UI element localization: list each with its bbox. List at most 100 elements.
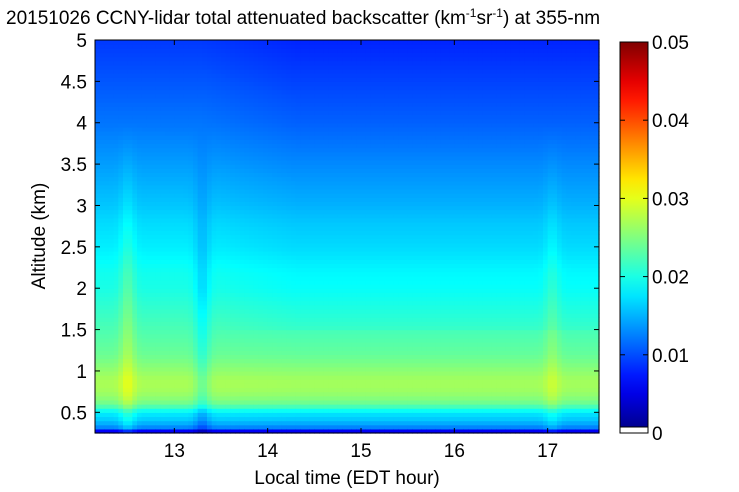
heatmap-cell: [328, 180, 334, 186]
heatmap-cell: [286, 321, 292, 327]
heatmap-cell: [123, 354, 129, 360]
heatmap-cell: [118, 52, 124, 58]
heatmap-cell: [95, 275, 101, 281]
heatmap-cell: [174, 97, 180, 103]
heatmap-cell: [127, 159, 133, 165]
heatmap-cell: [123, 428, 129, 434]
heatmap-cell: [132, 168, 138, 173]
heatmap-cell: [109, 209, 115, 215]
heatmap-cell: [211, 73, 217, 78]
heatmap-cell: [300, 259, 306, 264]
heatmap-cell: [207, 424, 213, 430]
heatmap-cell: [300, 404, 306, 409]
heatmap-cell: [221, 60, 227, 66]
heatmap-cell: [197, 64, 203, 70]
heatmap-cell: [216, 147, 222, 153]
heatmap-cell: [207, 296, 213, 302]
heatmap-cell: [263, 89, 269, 95]
heatmap-cell: [267, 346, 273, 351]
heatmap-cell: [244, 48, 250, 54]
heatmap-cell: [202, 263, 208, 269]
heatmap-cell: [305, 354, 311, 360]
heatmap-cell: [314, 313, 320, 318]
heatmap-cell: [314, 395, 320, 401]
heatmap-cell: [244, 56, 250, 62]
heatmap-cell: [239, 89, 245, 95]
heatmap-cell: [230, 333, 236, 339]
heatmap-cell: [239, 317, 245, 322]
heatmap-cell: [305, 238, 311, 244]
heatmap-cell: [249, 73, 255, 78]
heatmap-cell: [267, 139, 273, 145]
heatmap-cell: [319, 416, 325, 422]
heatmap-cell: [323, 404, 329, 409]
heatmap-cell: [235, 213, 241, 219]
heatmap-cell: [174, 176, 180, 182]
heatmap-cell: [305, 242, 311, 248]
heatmap-cell: [95, 131, 101, 136]
heatmap-cell: [179, 284, 185, 289]
heatmap-cell: [267, 263, 273, 269]
heatmap-cell: [235, 159, 241, 165]
heatmap-cell: [314, 412, 320, 418]
heatmap-cell: [99, 412, 105, 418]
heatmap-cell: [123, 93, 129, 99]
heatmap-cell: [169, 362, 175, 368]
heatmap-cell: [272, 89, 278, 95]
heatmap-cell: [295, 412, 301, 418]
heatmap-cell: [328, 350, 334, 355]
heatmap-cell: [146, 238, 152, 244]
heatmap-cell: [141, 279, 147, 285]
heatmap-cell: [300, 85, 306, 91]
heatmap-cell: [197, 102, 203, 107]
heatmap-cell: [309, 358, 315, 364]
heatmap-cell: [225, 350, 231, 355]
heatmap-cell: [151, 118, 157, 124]
heatmap-cell: [291, 40, 297, 45]
heatmap-cell: [249, 159, 255, 165]
heatmap-cell: [216, 77, 222, 82]
heatmap-cell: [249, 56, 255, 62]
heatmap-cell: [207, 300, 213, 306]
heatmap-cell: [160, 300, 166, 306]
heatmap-cell: [197, 383, 203, 389]
heatmap-cell: [277, 404, 283, 409]
heatmap-cell: [169, 131, 175, 136]
heatmap-cell: [183, 263, 189, 269]
heatmap-cell: [113, 341, 119, 347]
heatmap-cell: [235, 404, 241, 409]
heatmap-cell: [104, 275, 110, 281]
heatmap-cell: [249, 271, 255, 277]
heatmap-cell: [137, 56, 143, 62]
heatmap-cell: [113, 102, 119, 107]
heatmap-cell: [221, 77, 227, 82]
heatmap-cell: [193, 147, 199, 153]
heatmap-cell: [249, 279, 255, 285]
heatmap-cell: [291, 213, 297, 219]
heatmap-cell: [221, 383, 227, 389]
heatmap-cell: [230, 279, 236, 285]
heatmap-cell: [337, 383, 343, 389]
heatmap-cell: [225, 304, 231, 310]
heatmap-cell: [295, 89, 301, 95]
heatmap-cell: [319, 428, 325, 434]
heatmap-cell: [319, 325, 325, 331]
heatmap-cell: [286, 184, 292, 190]
heatmap-cell: [267, 97, 273, 103]
heatmap-cell: [99, 329, 105, 335]
heatmap-cell: [109, 164, 115, 169]
heatmap-cell: [165, 56, 171, 62]
heatmap-cell: [277, 234, 283, 240]
heatmap-cell: [146, 346, 152, 351]
heatmap-cell: [328, 131, 334, 136]
heatmap-cell: [323, 234, 329, 240]
heatmap-cell: [174, 213, 180, 219]
heatmap-cell: [183, 375, 189, 380]
heatmap-cell: [160, 217, 166, 223]
heatmap-cell: [328, 193, 334, 198]
heatmap-cell: [309, 172, 315, 178]
heatmap-cell: [118, 44, 124, 49]
heatmap-cell: [113, 44, 119, 49]
heatmap-cell: [113, 40, 119, 45]
heatmap-cell: [258, 255, 264, 260]
